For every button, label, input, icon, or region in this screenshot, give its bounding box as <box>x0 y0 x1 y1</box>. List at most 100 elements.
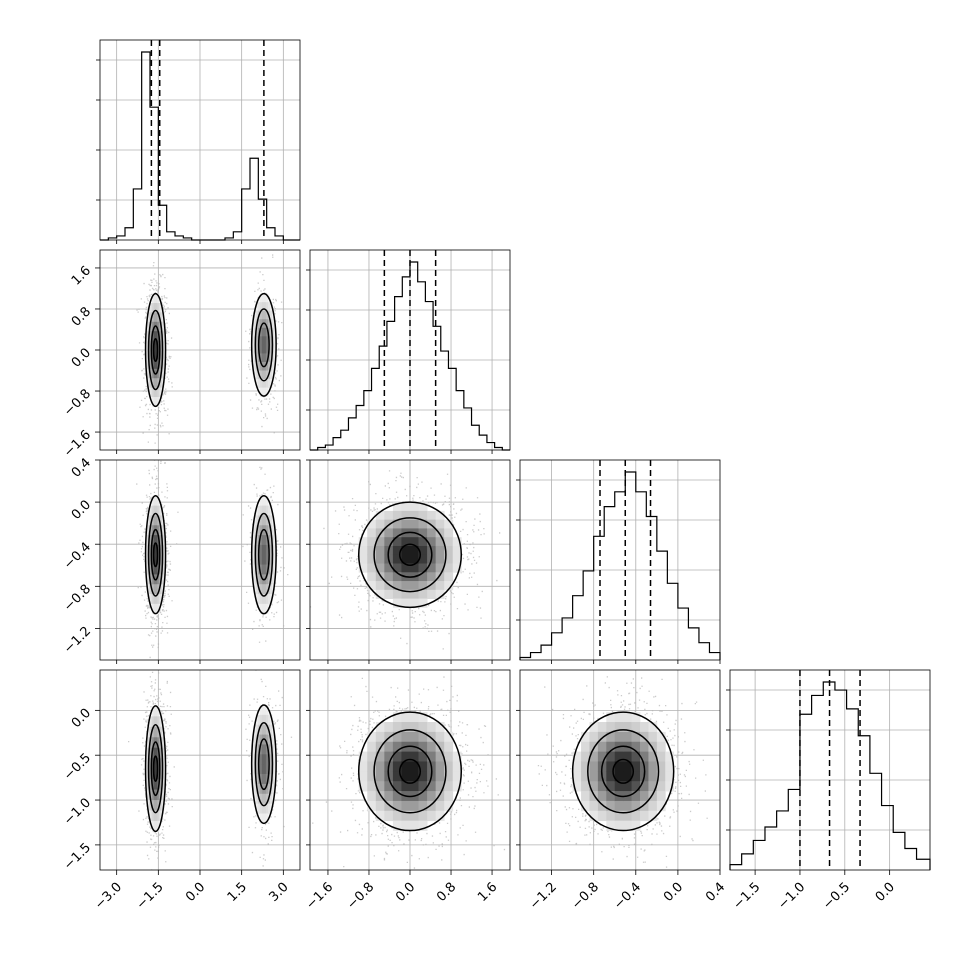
density-block <box>367 771 377 782</box>
density-block <box>648 800 658 812</box>
density-block <box>375 791 385 802</box>
density-block <box>158 331 161 341</box>
density-block <box>267 734 271 745</box>
density-block <box>152 378 155 389</box>
y-tick-label: −1.2 <box>61 624 94 657</box>
density-block <box>162 737 165 749</box>
density-block <box>158 535 161 546</box>
density-block <box>648 751 658 762</box>
density-block <box>148 359 151 370</box>
density-block <box>265 813 269 824</box>
density-block <box>410 712 419 723</box>
density-block <box>392 589 402 599</box>
density-block <box>452 771 462 782</box>
density-block <box>265 603 269 615</box>
density-block <box>435 554 445 564</box>
density-block <box>147 584 150 595</box>
density-block <box>272 734 275 745</box>
x-tick-label: 1.6 <box>475 880 500 905</box>
density-block <box>148 515 151 526</box>
density-block <box>272 544 275 556</box>
density-block <box>261 336 265 346</box>
density-block <box>263 724 267 735</box>
density-block <box>251 554 255 565</box>
density-block <box>150 574 153 585</box>
density-block <box>263 744 267 755</box>
density-block <box>265 379 269 389</box>
density-block <box>153 293 156 304</box>
density-block <box>367 751 377 762</box>
density-block <box>640 741 649 753</box>
density-block <box>265 704 269 716</box>
density-block <box>418 554 428 564</box>
density-block <box>158 747 161 759</box>
density-block <box>375 800 385 812</box>
density-block <box>631 810 641 822</box>
density-block <box>255 544 259 556</box>
panel-hist-3 <box>729 669 931 871</box>
density-block <box>148 505 151 516</box>
density-block <box>263 353 267 363</box>
density-block <box>270 336 273 346</box>
density-block <box>384 563 394 573</box>
density-block <box>153 603 156 615</box>
density-block <box>375 771 385 782</box>
density-block <box>261 302 265 312</box>
density-block <box>261 327 265 337</box>
density-block <box>153 726 156 738</box>
density-block <box>162 321 165 332</box>
density-block <box>392 712 402 723</box>
density-block <box>392 537 402 547</box>
density-block <box>375 519 385 529</box>
density-block <box>158 779 161 790</box>
density-block <box>367 800 377 812</box>
density-block <box>384 722 394 733</box>
density-block <box>435 722 445 733</box>
density-block <box>401 589 411 599</box>
density-block <box>157 554 160 565</box>
density-block <box>263 584 267 595</box>
density-block <box>614 781 624 792</box>
y-tick-label: −1.6 <box>61 427 94 460</box>
density-block <box>631 712 641 723</box>
density-block <box>267 714 271 726</box>
density-block <box>581 731 590 743</box>
density-block <box>145 768 148 780</box>
density-block <box>435 800 445 812</box>
density-block <box>401 751 411 762</box>
density-block <box>261 544 265 556</box>
density-block <box>267 803 271 814</box>
density-block <box>410 554 419 564</box>
density-block <box>152 505 155 516</box>
density-block <box>265 361 269 371</box>
contour-line <box>257 322 270 368</box>
density-block <box>367 581 377 591</box>
panel-hist-2 <box>519 459 721 661</box>
density-block <box>145 554 148 565</box>
density-block <box>263 293 267 303</box>
density-block <box>656 781 666 792</box>
density-block <box>253 353 257 363</box>
density-block <box>263 379 267 389</box>
contour-line <box>147 309 164 391</box>
density-block <box>418 751 428 762</box>
density-block <box>155 535 158 546</box>
density-block <box>152 726 155 738</box>
density-block <box>253 724 257 735</box>
density-block <box>251 774 255 785</box>
density-block <box>259 724 263 735</box>
density-block <box>270 505 273 516</box>
density-block <box>267 783 271 795</box>
density-block <box>572 751 582 762</box>
density-block <box>367 563 377 573</box>
density-block <box>392 563 402 573</box>
density-block <box>152 810 155 822</box>
density-block <box>153 387 156 398</box>
y-tick-label: −0.4 <box>61 540 94 573</box>
density-block <box>261 704 265 716</box>
density-block <box>255 505 259 516</box>
density-block <box>375 572 385 582</box>
density-block <box>589 771 599 782</box>
density-block <box>259 515 263 526</box>
density-block <box>614 751 624 762</box>
